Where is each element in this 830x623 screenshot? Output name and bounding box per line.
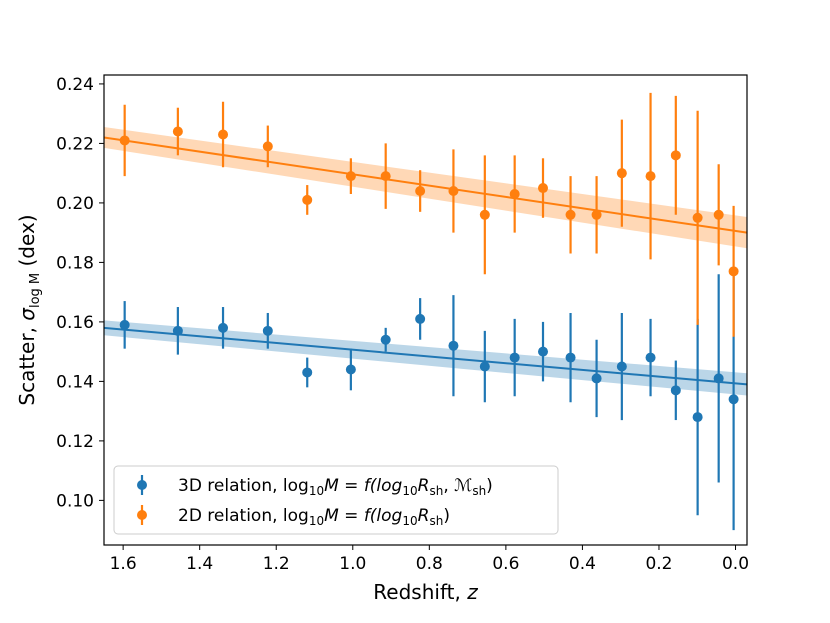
legend-label-part: sh: [472, 484, 486, 498]
fit-line-2d: [103, 136, 748, 234]
data-point-3d: [218, 322, 229, 333]
data-point-2d: [302, 194, 313, 205]
data-point-3d: [479, 361, 490, 372]
data-point-2d: [692, 212, 703, 223]
data-point-3d: [380, 334, 391, 345]
x-tick-label: 0.0: [722, 554, 749, 574]
x-tick-label: 0.2: [645, 554, 672, 574]
y-tick-label: 0.22: [56, 134, 94, 154]
legend-label-part: R: [418, 506, 430, 526]
x-axis-ticks: 1.6 1.4 1.2 1.0 0.8 0.6 0.4 0.2 0.0: [110, 545, 749, 574]
y-tick-label: 0.24: [56, 75, 94, 95]
data-point-3d: [448, 340, 459, 351]
data-point-3d: [713, 373, 724, 384]
data-point-3d: [262, 325, 273, 336]
data-point-2d: [670, 150, 681, 161]
data-point-3d: [645, 352, 656, 363]
data-point-3d: [591, 373, 602, 384]
legend-label-part: 10: [309, 514, 324, 528]
legend-label-part: M = f(log: [324, 476, 402, 496]
data-point-2d: [262, 141, 273, 152]
data-point-2d: [172, 126, 183, 137]
data-point-3d: [119, 319, 130, 330]
y-tick-label: 0.16: [56, 313, 94, 333]
legend: 3D relation, log10M = f(log10Rsh, ℳsh)2D…: [113, 465, 559, 535]
data-point-2d: [345, 171, 356, 182]
data-point-2d: [119, 135, 130, 146]
y-axis-label: Scatter, σlog M (dex): [15, 214, 43, 405]
data-point-3d: [509, 352, 520, 363]
legend-marker-2d: [137, 510, 147, 520]
legend-label-part: 10: [402, 484, 417, 498]
data-point-2d: [479, 209, 490, 220]
data-point-2d: [380, 171, 391, 182]
data-point-3d: [302, 367, 313, 378]
legend-label-part: ,: [443, 476, 454, 496]
data-point-2d: [415, 186, 426, 197]
legend-label-part: sh: [429, 484, 443, 498]
data-point-3d: [172, 325, 183, 336]
y-tick-label: 0.12: [56, 432, 94, 452]
y-tick-label: 0.14: [56, 372, 94, 392]
legend-label-part: ): [443, 506, 450, 526]
data-point-2d: [728, 266, 739, 277]
data-point-2d: [538, 183, 549, 194]
data-point-2d: [616, 168, 627, 179]
x-tick-label: 1.6: [110, 554, 137, 574]
data-point-3d: [692, 412, 703, 423]
data-point-3d: [345, 364, 356, 375]
legend-label-part: R: [418, 476, 430, 496]
fit-line-3d: [103, 326, 748, 386]
legend-label-part: ): [486, 476, 493, 496]
data-point-3d: [728, 394, 739, 405]
x-tick-label: 1.0: [339, 554, 366, 574]
data-point-2d: [713, 209, 724, 220]
fit-lines-layer: [103, 127, 748, 396]
data-point-2d: [591, 209, 602, 220]
legend-label-part: 3D relation, log: [178, 476, 309, 496]
legend-marker-3d: [137, 480, 147, 490]
data-point-2d: [448, 186, 459, 197]
y-tick-label: 0.20: [56, 194, 94, 214]
data-point-3d: [415, 313, 426, 324]
x-axis-label: Redshift, z: [373, 580, 478, 604]
legend-label-part: M = f(log: [324, 506, 402, 526]
points-layer: [119, 126, 739, 423]
legend-label-2d: 2D relation, log10M = f(log10Rsh): [178, 506, 450, 528]
y-axis-ticks: 0.10 0.12 0.14 0.16 0.18 0.20 0.22 0.24: [56, 75, 104, 511]
plot-frame: [103, 74, 748, 546]
data-point-3d: [538, 346, 549, 357]
legend-label-part: 10: [309, 484, 324, 498]
y-tick-label: 0.18: [56, 253, 94, 273]
x-tick-label: 1.4: [186, 554, 213, 574]
y-tick-label: 0.10: [56, 491, 94, 511]
legend-label-part: 10: [402, 514, 417, 528]
legend-entries: 3D relation, log10M = f(log10Rsh, ℳsh)2D…: [137, 475, 493, 528]
legend-frame: [113, 465, 559, 535]
x-tick-label: 0.8: [416, 554, 443, 574]
x-tick-label: 0.4: [569, 554, 596, 574]
data-point-3d: [616, 361, 627, 372]
data-point-2d: [565, 209, 576, 220]
legend-label-part: sh: [429, 514, 443, 528]
x-tick-label: 0.6: [492, 554, 519, 574]
legend-label-part: 2D relation, log: [178, 506, 309, 526]
data-point-3d: [565, 352, 576, 363]
legend-label-part: ℳ: [454, 476, 472, 496]
legend-label-3d: 3D relation, log10M = f(log10Rsh, ℳsh): [178, 476, 493, 498]
data-point-2d: [509, 188, 520, 199]
data-point-2d: [645, 171, 656, 182]
data-point-3d: [670, 385, 681, 396]
fit-band-2d: [104, 127, 747, 249]
x-tick-label: 1.2: [263, 554, 290, 574]
data-point-2d: [218, 129, 229, 140]
fit-band-3d: [104, 320, 747, 396]
